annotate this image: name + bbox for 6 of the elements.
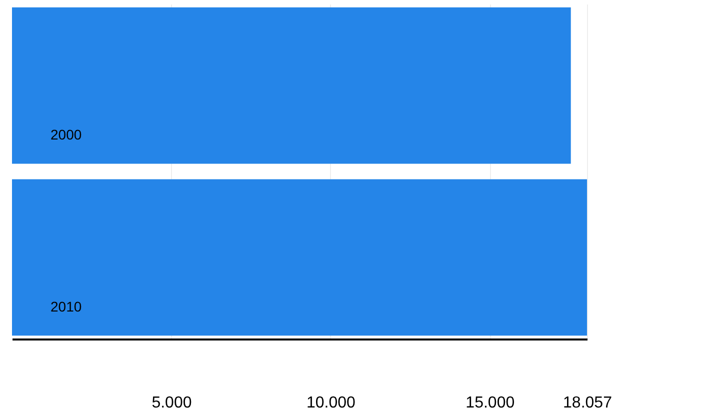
x-tick-label: 10.000 (306, 394, 356, 412)
y-tick-label: 2000 (50, 126, 82, 143)
x-tick-label: 5.000 (152, 394, 192, 412)
x-tick-label: 18.057 (563, 394, 612, 412)
x-tick-label: 15.000 (466, 394, 515, 412)
y-tick-label: 2010 (50, 298, 82, 314)
